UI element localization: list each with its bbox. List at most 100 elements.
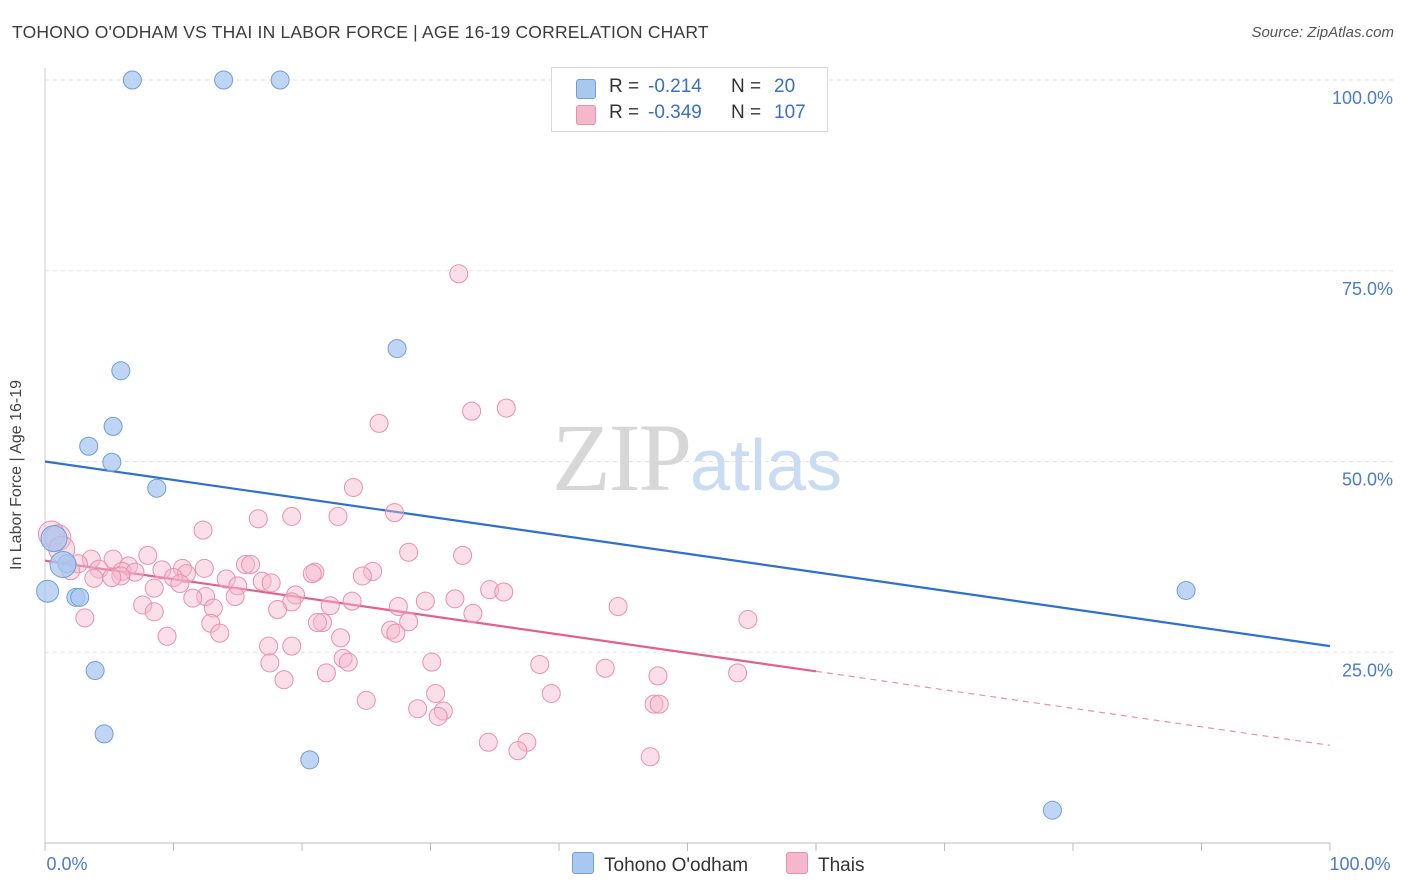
data-point-thais — [144, 578, 164, 598]
bottom-legend-swatch-tohono — [572, 852, 594, 874]
data-point-thais — [530, 654, 550, 674]
data-point-thais — [386, 623, 406, 643]
data-point-thais — [313, 612, 333, 632]
data-point-thais — [608, 596, 628, 616]
data-point-thais — [241, 555, 261, 575]
data-point-thais — [194, 558, 214, 578]
legend-r-label: R = — [609, 102, 640, 123]
legend-n-label: N = — [731, 102, 762, 123]
data-point-thais — [81, 549, 101, 569]
data-point-thais — [408, 699, 428, 719]
data-point-tohono — [79, 436, 99, 456]
data-point-thais — [235, 555, 255, 575]
bottom-legend-label-thais: Thais — [818, 855, 865, 876]
data-point-thais — [445, 589, 465, 609]
data-point-thais — [302, 564, 322, 584]
data-point-thais — [399, 612, 419, 632]
data-point-thais — [138, 545, 158, 565]
data-point-thais — [453, 545, 473, 565]
data-point-tohono — [111, 361, 131, 381]
y-tick-label: 75.0% — [1342, 279, 1393, 299]
data-point-thais — [316, 663, 336, 683]
data-point-thais — [508, 741, 528, 761]
data-point-tohono — [94, 724, 114, 744]
data-point-thais — [363, 561, 383, 581]
chart-title: TOHONO O'ODHAM VS THAI IN LABOR FORCE | … — [12, 22, 709, 42]
legend-n-value: 107 — [774, 102, 806, 123]
data-point-thais — [343, 477, 363, 497]
data-point-thais — [480, 580, 500, 600]
data-point-tohono — [214, 70, 234, 90]
watermark-zip: ZIP — [552, 404, 692, 511]
data-point-thais — [328, 506, 348, 526]
data-point-thais — [75, 608, 95, 628]
data-point-thais — [478, 732, 498, 752]
tick-labels: 25.0% 50.0% 75.0% 100.0% 0.0% 100.0% — [46, 88, 1393, 874]
data-point-thais — [183, 588, 203, 608]
data-point-thais — [261, 573, 281, 593]
data-point-tohono — [49, 551, 77, 579]
data-point-tohono — [70, 587, 90, 607]
x-tick-label: 0.0% — [46, 854, 87, 874]
data-point-thais — [102, 567, 122, 587]
data-point-thais — [433, 701, 453, 721]
correlation-legend: R = -0.214 N = 20 R = -0.349 N = 107 — [551, 67, 828, 132]
data-point-thais — [388, 596, 408, 616]
data-point-thais — [415, 591, 435, 611]
trend-line-tohono — [44, 460, 1331, 648]
data-point-thais — [176, 564, 196, 584]
bottom-legend-swatch-thais — [786, 852, 808, 874]
data-point-thais — [342, 591, 362, 611]
data-point-thais — [338, 652, 358, 672]
data-point-thais — [422, 652, 442, 672]
data-point-tohono — [102, 452, 122, 472]
data-point-thais — [331, 628, 351, 648]
x-tick-label: 100.0% — [1329, 854, 1390, 874]
data-point-thais — [320, 596, 340, 616]
data-point-thais — [152, 560, 172, 580]
data-point-thais — [307, 612, 327, 632]
source-label: Source: ZipAtlas.com — [1251, 24, 1394, 41]
grid-lines — [45, 79, 1393, 653]
legend-r-value: -0.214 — [648, 76, 702, 97]
data-point-thais — [640, 747, 660, 767]
zipatlas-watermark: ZIPatlas — [552, 402, 842, 513]
data-point-tohono — [122, 70, 142, 90]
data-point-thais — [496, 398, 516, 418]
data-point-thais — [282, 506, 302, 526]
data-point-thais — [157, 626, 177, 646]
trend-line-thais-extrapolated — [815, 670, 1331, 746]
data-point-thais — [494, 582, 514, 602]
data-point-thais — [170, 574, 190, 594]
bottom-legend-label-tohono: Tohono O'odham — [604, 855, 749, 876]
data-point-thais — [248, 509, 268, 529]
data-point-thais — [381, 620, 401, 640]
data-point-thais — [352, 566, 372, 586]
trend-line-thais — [44, 559, 817, 673]
data-point-thais — [728, 663, 748, 683]
data-point-thais — [193, 520, 213, 540]
data-point-thais — [84, 568, 104, 588]
data-point-thais — [462, 401, 482, 421]
legend-r-value: -0.349 — [648, 102, 702, 123]
data-point-tohono — [40, 525, 68, 553]
data-point-thais — [738, 609, 758, 629]
data-point-thais — [260, 653, 280, 673]
data-point-tohono — [1042, 800, 1062, 820]
data-point-thais — [333, 648, 353, 668]
data-point-thais — [449, 264, 469, 284]
data-point-tohono — [36, 579, 60, 603]
data-point-thais — [369, 413, 389, 433]
data-point-thais — [649, 694, 669, 714]
data-point-thais — [541, 683, 561, 703]
y-tick-label: 50.0% — [1342, 470, 1393, 490]
data-point-thais — [203, 598, 223, 618]
data-point-thais — [385, 503, 405, 523]
data-point-thais — [428, 706, 448, 726]
data-point-thais — [426, 683, 446, 703]
legend-swatch-tohono — [576, 79, 596, 99]
trend-lines — [44, 460, 1331, 746]
y-tick-label: 25.0% — [1342, 660, 1393, 680]
bottom-legend-tohono: Tohono O'odham — [572, 852, 748, 877]
